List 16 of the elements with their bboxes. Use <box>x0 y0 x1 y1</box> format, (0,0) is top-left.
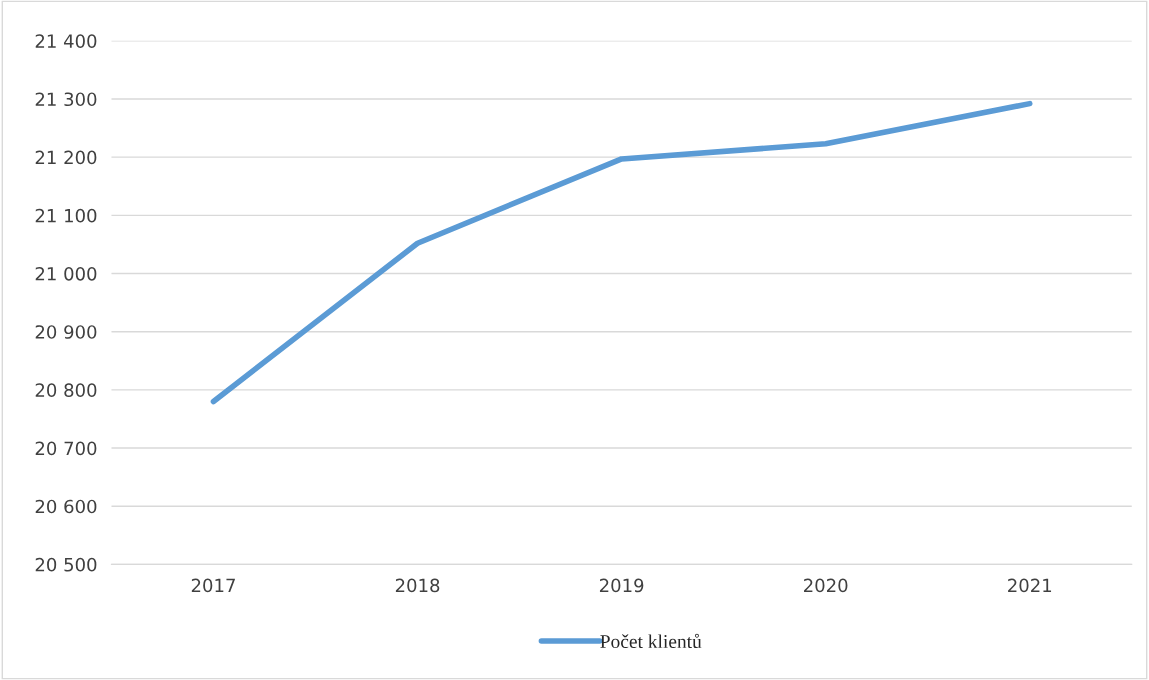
y-tick-label: 21 400 <box>35 34 97 48</box>
y-tick-label: 20 500 <box>35 557 97 572</box>
y-tick-label: 20 600 <box>35 499 97 514</box>
y-tick-label: 20 900 <box>35 325 97 339</box>
x-tick-label: 2018 <box>395 578 440 593</box>
y-tick-label: 21 100 <box>35 208 97 223</box>
y-tick-label: 21 000 <box>35 266 97 281</box>
legend-label: Počet klientů <box>600 633 702 649</box>
x-tick-label: 2020 <box>804 578 848 593</box>
x-tick-label: 2021 <box>1008 578 1052 593</box>
y-tick-label: 21 300 <box>35 92 97 107</box>
x-tick-label: 2017 <box>191 578 235 593</box>
x-tick-label: 2019 <box>599 578 644 593</box>
y-tick-label: 21 200 <box>35 150 97 165</box>
y-tick-label: 20 700 <box>35 441 97 456</box>
y-tick-label: 20 800 <box>35 383 97 397</box>
